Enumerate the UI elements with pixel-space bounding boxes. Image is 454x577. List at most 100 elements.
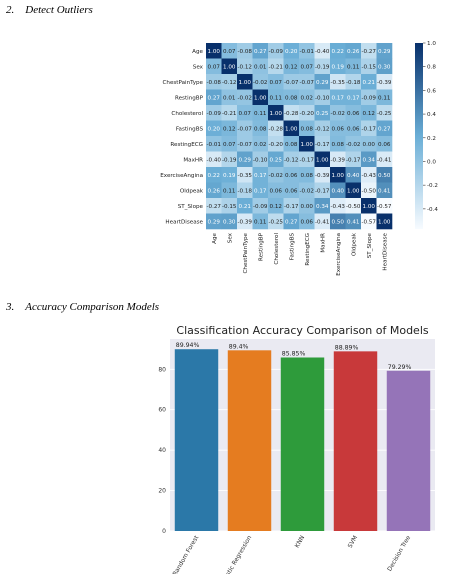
heatmap-cell [330,167,346,183]
heatmap-cell-label: 0.12 [270,204,282,210]
heatmap-cell-label: -0.10 [315,95,330,101]
heatmap-row-label: Cholesterol [171,111,203,117]
heatmap-cell-label: 0.34 [363,157,376,163]
heatmap-cell [206,151,222,168]
colorbar-tick-label: 1.0 [427,41,436,47]
heatmap-cell [268,105,284,121]
heatmap-cell-label: -0.41 [377,157,392,163]
section-title-outliers: 2. Detect Outliers [6,4,93,16]
heatmap-cell [268,198,284,214]
heatmap-cell-label: 1.00 [301,142,314,148]
heatmap-cell [361,151,377,168]
heatmap-cell [299,105,315,121]
heatmap-cell [237,120,253,137]
heatmap-cell-label: -0.43 [331,204,346,210]
heatmap-cell [330,182,346,199]
heatmap-cell-label: -0.17 [284,204,299,210]
heatmap-row-label: HeartDisease [165,219,203,225]
heatmap-cell-label: -0.28 [284,111,299,117]
heatmap-cell [237,58,253,75]
heatmap-cell [283,198,300,214]
y-tick-label: 0 [162,528,166,535]
heatmap-cell [361,198,377,214]
heatmap-cell-label: 0.19 [332,64,345,70]
heatmap-cell [237,89,253,106]
heatmap-cell [221,213,238,230]
heatmap-cell-label: -0.21 [269,64,284,70]
heatmap-cell-label: 0.29 [316,80,329,86]
heatmap-cell-label: -0.21 [222,111,237,117]
bar-knn [280,357,325,531]
heatmap-cell [206,136,222,152]
heatmap-cell [361,89,377,106]
heatmap-cell-label: 0.07 [208,64,221,70]
heatmap-cell-label: 0.06 [378,142,391,148]
heatmap-cell-label: 0.06 [301,219,314,225]
heatmap-cell-label: 0.12 [363,111,375,117]
heatmap-cell [299,182,315,199]
heatmap-cell-label: 0.40 [332,188,345,194]
heatmap-cell-label: 0.06 [347,111,360,117]
heatmap-cell [345,182,362,199]
heatmap-row-label: MaxHR [183,157,203,163]
heatmap-row-label: ST_Slope [178,204,204,210]
heatmap-cell-label: -0.18 [346,80,361,86]
bar-value-label: 89.94% [176,342,200,349]
heatmap-cell [237,182,253,199]
x-tick-label: KNN [294,535,307,550]
heatmap-cell [376,105,393,121]
heatmap-cell [206,58,222,75]
heatmap-cell [221,89,238,106]
heatmap-cell [299,120,315,137]
heatmap-cell-label: -0.40 [207,157,222,163]
heatmap-cell [237,43,253,59]
heatmap-cell-label: -0.20 [300,111,315,117]
heatmap-cell [330,58,346,75]
heatmap-cell-label: -0.27 [362,49,377,55]
heatmap-cell [345,213,362,230]
x-tick-label: SVM [347,535,360,550]
heatmap-cell-label: 0.29 [239,157,252,163]
heatmap-cell [330,89,346,106]
heatmap-cell-label: -0.01 [300,49,315,55]
heatmap-row-label: ExerciseAngina [160,173,203,179]
heatmap-cell-label: 0.11 [254,111,267,117]
heatmap-cell [268,43,284,59]
heatmap-cell-label: -0.40 [315,49,330,55]
heatmap-cell-label: 0.27 [285,219,298,225]
bar-random-forest [174,349,219,531]
heatmap-cell-label: 0.50 [332,219,345,225]
heatmap-cell-label: 0.11 [223,188,236,194]
heatmap-cell [252,89,269,106]
heatmap-cell-label: 0.25 [316,111,329,117]
heatmap-cell [221,151,238,168]
heatmap-cell-label: -0.20 [269,142,284,148]
heatmap-row-label: ChestPainType [163,80,204,86]
heatmap-cell-label: 0.27 [378,126,391,132]
heatmap-cell [314,151,331,168]
heatmap-cell [314,136,331,152]
heatmap-cell-label: 0.06 [285,173,298,179]
heatmap-cell [206,74,222,90]
heatmap-row-label: RestingBP [175,95,204,101]
heatmap-cell [221,167,238,183]
heatmap-cell [206,43,222,59]
heatmap-cell-label: 0.17 [254,173,267,179]
heatmap-cell-label: -0.25 [377,111,392,117]
heatmap-col-label: Oldpeak [351,232,357,256]
heatmap-col-label: RestingECG [305,233,311,266]
section-number: 3. [6,301,15,313]
heatmap-cell-label: 0.20 [208,126,221,132]
heatmap-cell-label: 0.07 [223,142,236,148]
heatmap-cell [252,136,269,152]
heatmap-cell-label: 0.00 [363,142,376,148]
heatmap-cell [221,58,238,75]
heatmap-cell [283,58,300,75]
heatmap-cell-label: -0.18 [238,188,253,194]
heatmap-cell-label: -0.07 [284,80,299,86]
heatmap-cell-label: -0.17 [315,142,330,148]
heatmap-cell [314,105,331,121]
heatmap-cell [314,120,331,137]
heatmap-cell [252,182,269,199]
heatmap-cell-label: -0.12 [238,64,252,70]
